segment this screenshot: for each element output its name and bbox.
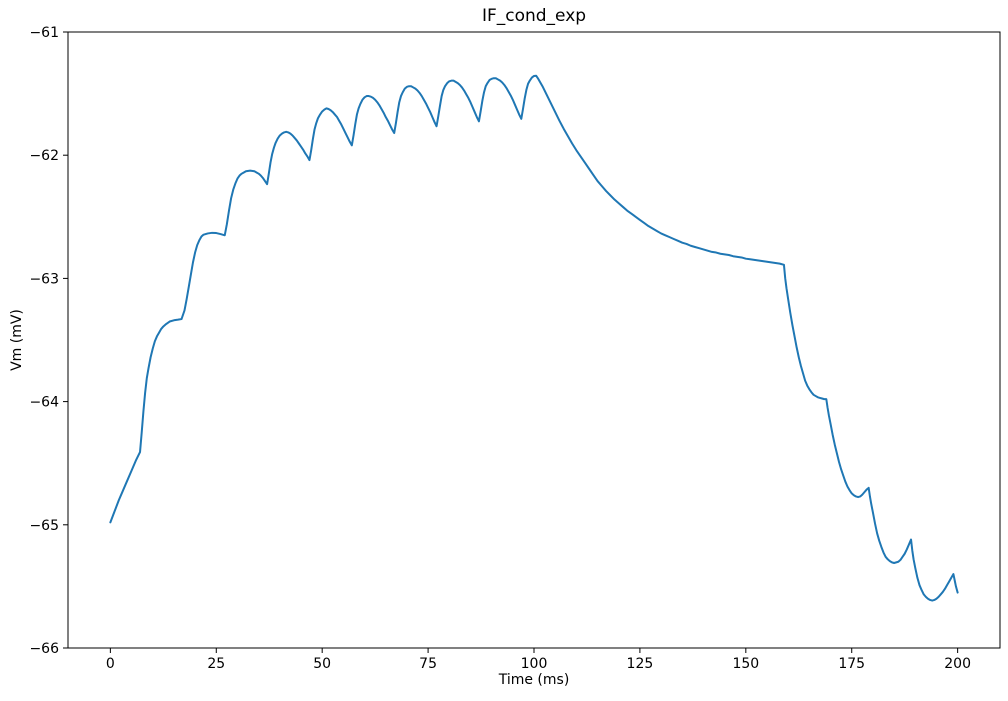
x-tick-label: 25 (207, 656, 225, 672)
x-tick-label: 175 (838, 656, 865, 672)
y-tick-label: −62 (29, 148, 59, 164)
x-tick-label: 75 (419, 656, 437, 672)
y-tick-label: −66 (29, 641, 59, 657)
y-tick-label: −61 (29, 25, 59, 41)
chart-title: IF_cond_exp (481, 6, 587, 26)
y-tick-label: −63 (29, 271, 59, 287)
x-tick-label: 0 (106, 656, 115, 672)
vm-trace-line (109, 74, 959, 602)
axes-frame (67, 31, 1001, 649)
x-tick-label: 125 (627, 656, 654, 672)
x-tick-label: 150 (732, 656, 759, 672)
x-tick-label: 50 (313, 656, 331, 672)
x-tick-label: 100 (521, 656, 548, 672)
x-axis-label: Time (ms) (498, 672, 570, 688)
y-tick-label: −65 (29, 518, 59, 534)
x-tick-label: 200 (944, 656, 971, 672)
y-tick-label: −64 (29, 395, 59, 411)
